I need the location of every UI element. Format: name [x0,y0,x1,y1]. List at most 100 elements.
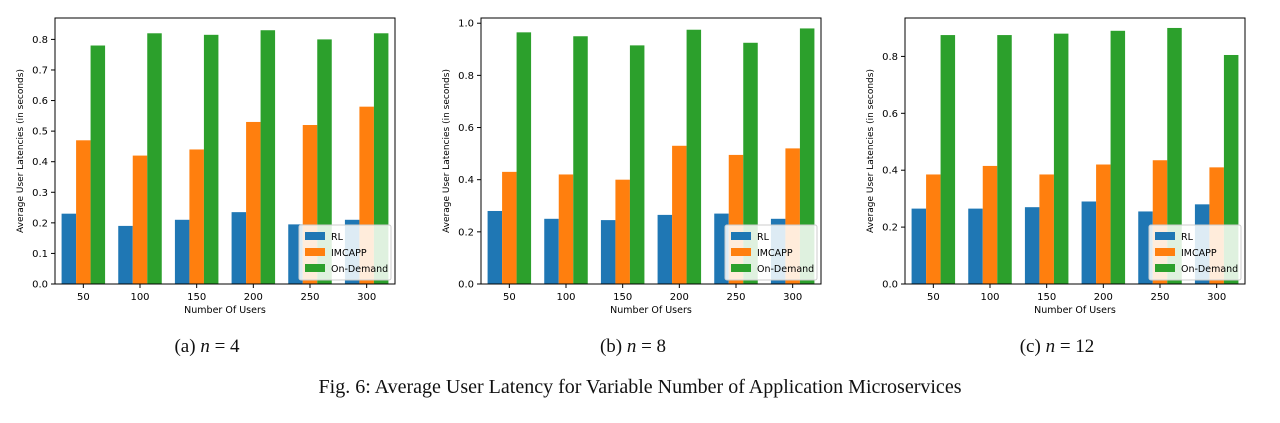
y-axis-label-a: Average User Latencies (in seconds) [16,69,26,233]
figure-caption: Fig. 6: Average User Latency for Variabl… [318,376,962,398]
caption-c-rest: = 12 [1059,336,1095,357]
x-tick-label-c: 50 [927,292,940,303]
bar-a-on-demand-100 [147,33,162,284]
y-tick-label-b: 0.6 [458,123,474,134]
legend-swatch-a [305,232,325,240]
bar-a-imcapp-150 [189,149,204,284]
bar-a-rl-50 [61,213,77,284]
bar-a-on-demand-150 [203,34,219,284]
bar-c-imcapp-100 [982,165,998,284]
legend-label-b: RL [757,232,770,243]
y-tick-label-a: 0.2 [32,218,48,229]
caption-b-var: n [626,336,637,357]
x-tick-label-c: 250 [1150,292,1169,303]
x-tick-label-c: 200 [1094,292,1113,303]
plot-frame-c [904,17,1246,285]
y-axis-label-c: Average User Latencies (in seconds) [866,69,876,233]
bar-a-on-demand-50 [90,45,106,284]
legend-label-b: On-Demand [757,264,814,275]
y-tick-label-c: 0.0 [882,280,898,291]
bar-a-rl-150 [174,219,190,284]
bar-a-rl-200 [231,212,247,284]
bar-b-on-demand-150 [629,45,645,284]
bar-b-on-demand-200 [686,29,702,285]
caption-c-prefix: (c) [1019,336,1041,357]
bar-b-on-demand-250 [743,42,758,285]
y-tick-label-a: 0.0 [32,280,48,291]
y-axis-label-b: Average User Latencies (in seconds) [442,69,452,233]
bar-a-imcapp-100 [132,155,148,284]
caption-b-prefix: (b) [599,336,623,357]
x-tick-label-b: 50 [503,292,516,303]
y-tick-label-c: 0.6 [882,109,898,120]
legend-swatch-c [1155,264,1175,272]
chart-a: 0.0 0.1 0.2 0.3 0.4 0.5 0.6 0.7 0.8 50 100 150 200 25… [16,17,396,316]
bar-c-rl-150 [1024,207,1040,284]
y-tick-label-a: 0.7 [32,65,48,76]
caption-a-rest: = 4 [214,336,240,357]
legend-swatch-b [731,232,751,240]
caption-b: (b) n = 8 [600,336,666,358]
x-tick-label-a: 250 [300,292,319,303]
y-tick-label-c: 0.4 [882,166,898,177]
legend-label-c: On-Demand [1181,264,1238,275]
caption-a: (a) n = 4 [174,336,239,358]
y-tick-label-b: 0.8 [458,71,474,82]
y-tick-label-a: 0.6 [32,96,48,107]
x-tick-label-b: 100 [556,292,575,303]
bar-b-rl-200 [657,214,673,284]
legend-swatch-a [305,264,325,272]
x-tick-label-b: 250 [726,292,745,303]
bar-c-imcapp-200 [1096,164,1111,284]
bar-a-rl-100 [118,225,133,284]
chart-c: 0.0 0.2 0.4 0.6 0.8 50 100 150 200 250 300 Number O… [866,17,1246,316]
bar-c-on-demand-200 [1110,30,1126,284]
caption-a-prefix: (a) [174,336,196,357]
y-tick-label-a: 0.4 [32,157,48,168]
legend-swatch-b [731,248,751,256]
x-tick-label-a: 150 [187,292,206,303]
x-axis-label-c: Number Of Users [1034,305,1116,316]
x-tick-label-a: 50 [77,292,90,303]
x-tick-label-b: 150 [613,292,632,303]
legend-swatch-a [305,248,325,256]
bar-b-rl-100 [544,218,559,284]
y-tick-label-a: 0.3 [32,188,48,199]
bar-b-on-demand-300 [799,28,815,285]
legend-label-c: IMCAPP [1181,248,1217,259]
x-tick-label-a: 300 [357,292,376,303]
plot-frame-b [480,17,822,285]
caption-a-var: n [200,336,210,357]
y-tick-label-c: 0.2 [882,223,898,234]
bar-b-imcapp-50 [502,171,517,284]
bar-c-on-demand-250 [1167,27,1182,285]
legend-swatch-c [1155,232,1175,240]
y-tick-label-a: 0.5 [32,127,48,138]
legend-swatch-c [1155,248,1175,256]
bar-c-on-demand-150 [1053,33,1069,284]
legend-label-b: IMCAPP [757,248,793,259]
caption-c-var: n [1045,336,1056,357]
bar-b-on-demand-100 [573,36,588,285]
bar-b-rl-50 [487,210,503,284]
y-tick-label-a: 0.1 [32,249,48,260]
legend-label-a: On-Demand [331,264,388,275]
y-tick-label-b: 0.0 [458,280,474,291]
legend-label-c: RL [1181,232,1194,243]
bar-c-rl-100 [968,208,983,284]
bar-a-on-demand-300 [373,33,389,284]
bar-c-on-demand-100 [997,35,1012,284]
plot-frame-a [54,17,396,285]
x-tick-label-a: 200 [244,292,263,303]
bar-b-imcapp-200 [672,145,687,284]
bar-c-rl-200 [1081,201,1097,284]
bar-b-imcapp-100 [558,174,574,284]
y-tick-label-b: 0.4 [458,175,474,186]
x-tick-label-a: 100 [130,292,149,303]
bar-c-imcapp-150 [1039,174,1054,284]
x-tick-label-b: 200 [670,292,689,303]
caption-c: (c) n = 12 [1020,336,1095,358]
bar-a-imcapp-50 [76,140,91,284]
bar-a-on-demand-200 [260,30,276,284]
x-axis-label-a: Number Of Users [184,305,266,316]
